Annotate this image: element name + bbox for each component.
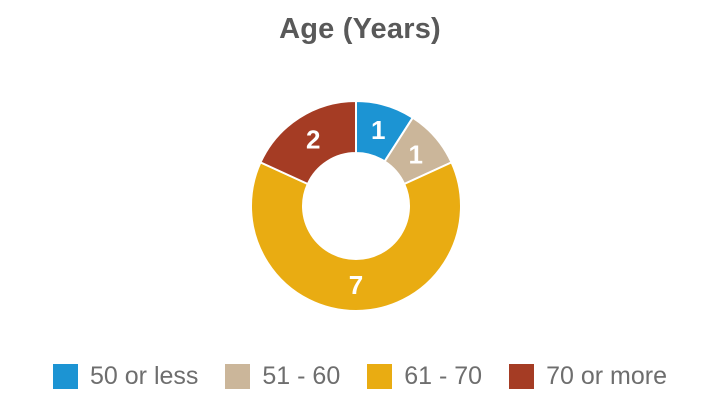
legend-item-70-or-more[interactable]: 70 or more <box>509 364 667 389</box>
donut-segment-70-or-more[interactable] <box>259 100 357 185</box>
legend-item-50-or-less[interactable]: 50 or less <box>53 364 198 389</box>
legend-swatch-70-or-more <box>509 364 535 389</box>
legend-swatch-50-or-less <box>53 364 79 389</box>
chart-legend: 50 or less 51 - 60 61 - 70 70 or more <box>0 364 720 389</box>
legend-item-61-70[interactable]: 61 - 70 <box>367 364 482 389</box>
segment-value-label-61-70: 7 <box>349 270 363 300</box>
legend-label-61-70: 61 - 70 <box>404 362 483 390</box>
legend-swatch-51-60 <box>225 364 251 389</box>
segment-value-label-50-or-less: 1 <box>371 115 385 145</box>
segment-value-label-51-60: 1 <box>408 139 422 169</box>
legend-label-70-or-more: 70 or more <box>546 362 667 390</box>
chart-title: Age (Years) <box>279 13 441 45</box>
donut-segment-61-70[interactable] <box>250 161 462 313</box>
segment-value-label-70-or-more: 2 <box>306 125 320 155</box>
legend-label-50-or-less: 50 or less <box>90 362 199 390</box>
legend-swatch-61-70 <box>367 364 393 389</box>
legend-label-51-60: 51 - 60 <box>262 362 341 390</box>
legend-item-51-60[interactable]: 51 - 60 <box>225 364 340 389</box>
